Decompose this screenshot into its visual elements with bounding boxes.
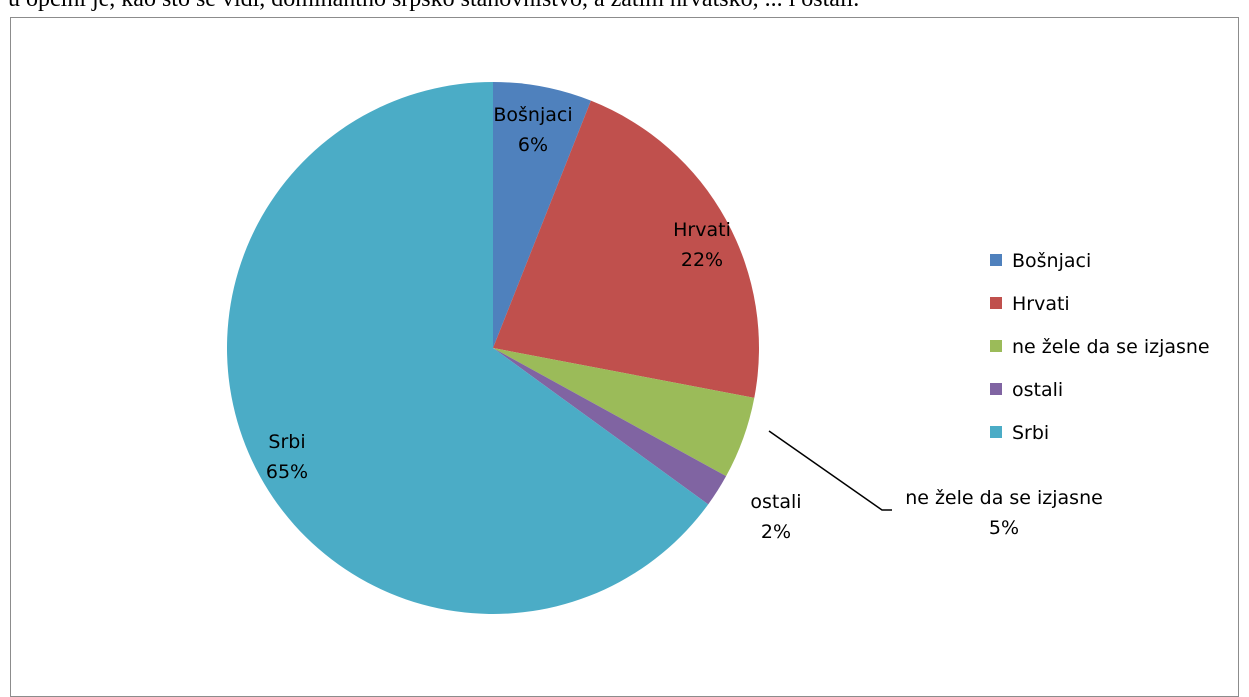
document-text-strip: u općini je, kao što se vidi, dominantno… — [0, 0, 1249, 17]
legend-label-ne-zele-da-se-izjasne: ne žele da se izjasne — [1012, 336, 1210, 358]
pie-slice-srbi — [227, 82, 709, 614]
legend-swatch-ostali — [990, 383, 1002, 395]
legend-label-srbi: Srbi — [1012, 422, 1049, 444]
document-top-line: u općini je, kao što se vidi, dominantno… — [8, 0, 859, 13]
pie-slice-ne-zele-da-se-izjasne — [493, 348, 755, 477]
slice-label-hrvati: Hrvati — [673, 219, 731, 241]
pie-slice-bosnjaci — [493, 82, 591, 348]
legend-label-bosnjaci: Bošnjaci — [1012, 250, 1091, 272]
leader-lines — [768, 430, 892, 511]
legend: Bošnjaci Hrvati ne žele da se izjasne ostal… — [990, 250, 1210, 444]
legend-swatch-ne-zele-da-se-izjasne — [990, 340, 1002, 352]
slice-value-bosnjaci: 6% — [518, 134, 548, 156]
slice-label-ne-zele-da-se-izjasne: ne žele da se izjasne — [905, 487, 1103, 509]
slice-label-ostali: ostali — [750, 491, 801, 513]
slice-value-srbi: 65% — [266, 461, 308, 483]
legend-swatch-bosnjaci — [990, 254, 1002, 266]
slice-value-hrvati: 22% — [681, 249, 723, 271]
pie-slice-ostali — [493, 348, 727, 505]
legend-label-ostali: ostali — [1012, 379, 1063, 401]
pie-slice-hrvati — [493, 100, 759, 398]
legend-label-hrvati: Hrvati — [1012, 293, 1070, 315]
slice-label-bosnjaci: Bošnjaci — [493, 104, 572, 126]
pie-chart: Bošnjaci 6% Hrvati 22% ne žele da se izjasne… — [227, 82, 1210, 614]
leader-line-ne-zele-da-se-izjasne — [768, 430, 892, 511]
pie-slices — [227, 82, 759, 614]
legend-swatch-hrvati — [990, 297, 1002, 309]
slice-value-ostali: 2% — [761, 521, 791, 543]
legend-swatch-srbi — [990, 426, 1002, 438]
slice-value-ne-zele-da-se-izjasne: 5% — [989, 517, 1019, 539]
slice-label-srbi: Srbi — [268, 431, 305, 453]
slice-labels: Bošnjaci 6% Hrvati 22% ne žele da se izjasne… — [266, 104, 1103, 543]
